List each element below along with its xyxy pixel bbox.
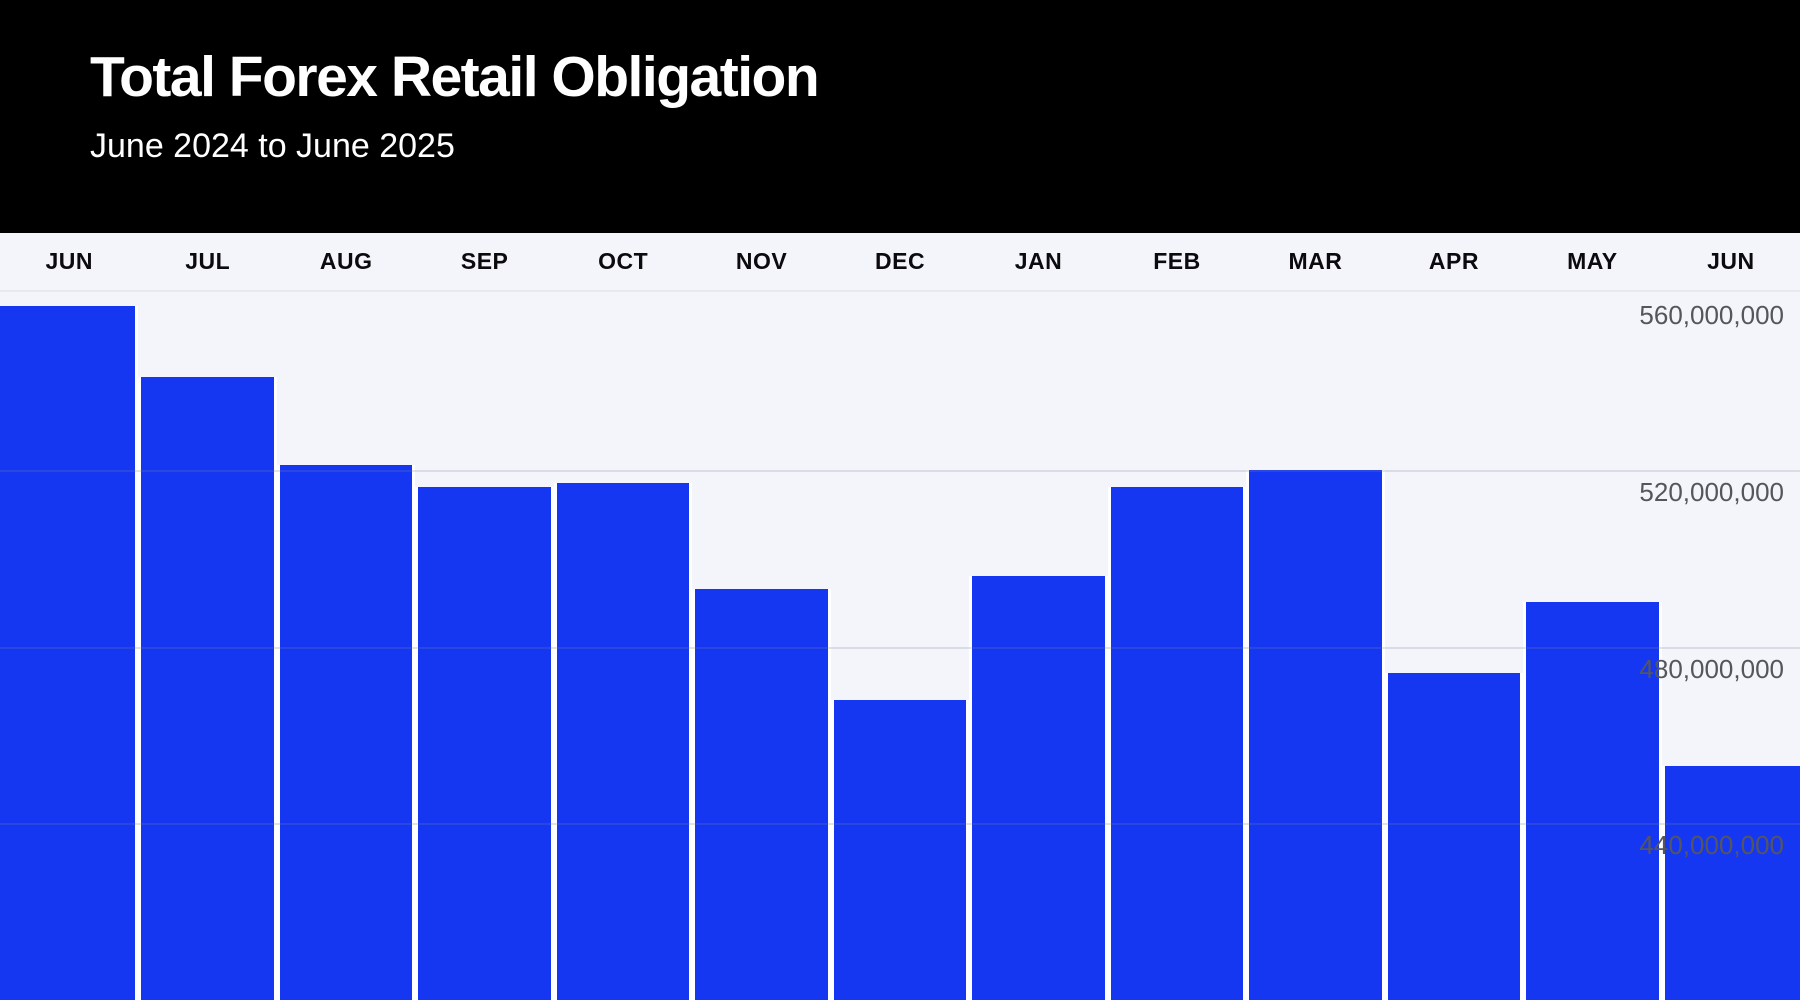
bar-6-dec: [833, 699, 967, 1000]
plot-area: 560,000,000 520,000,000 480,000,000 440,000…: [0, 293, 1800, 1000]
month-label-7-jan: JAN: [1014, 248, 1063, 274]
bar-column-4-oct: [554, 293, 692, 1000]
bar-2-aug: [279, 465, 413, 1000]
bar-7-jan: [972, 575, 1105, 1000]
chart-header: Total Forex Retail Obligation June 2024 …: [0, 0, 1800, 233]
month-label-10-apr: APR: [1428, 248, 1479, 274]
bar-column-11-may: [1523, 293, 1661, 1000]
bar-column-2-aug: [277, 293, 415, 1000]
bar-column-8-feb: [1108, 293, 1246, 1000]
month-label-6-dec: DEC: [875, 248, 926, 274]
month-label-3-sep: SEP: [460, 248, 509, 274]
month-label-2-aug: AUG: [319, 248, 373, 274]
bar-column-12-jun: [1662, 293, 1800, 1000]
bar-4-oct: [556, 483, 690, 1000]
bar-column-0-jun: [0, 293, 138, 1000]
month-label-12-jun: JUN: [1707, 248, 1755, 274]
bar-column-10-apr: [1385, 293, 1523, 1000]
bar-5-nov: [695, 589, 828, 1000]
bar-11-may: [1526, 602, 1659, 1000]
bar-3-sep: [418, 487, 551, 1000]
month-label-5-nov: NOV: [735, 248, 788, 274]
bar-10-apr: [1387, 673, 1521, 1000]
bar-1-jul: [141, 377, 274, 1000]
month-axis: JUN JUL AUG SEP OCT NOV DEC JAN FEB MAR APR MAY JUN: [0, 233, 1800, 292]
bar-9-mar: [1249, 469, 1382, 1000]
chart-subtitle: June 2024 to June 2025: [90, 126, 455, 165]
chart-title: Total Forex Retail Obligation: [90, 45, 820, 109]
month-label-4-oct: OCT: [598, 248, 649, 274]
month-label-8-feb: FEB: [1153, 248, 1201, 274]
month-label-9-mar: MAR: [1288, 248, 1343, 274]
bars-layer: [0, 293, 1800, 1000]
bar-column-7-jan: [969, 293, 1107, 1000]
bar-column-1-jul: [138, 293, 276, 1000]
bar-column-3-sep: [415, 293, 553, 1000]
month-label-0-jun: JUN: [45, 248, 93, 274]
bar-0-jun: [0, 306, 136, 1000]
bar-12-jun: [1664, 765, 1800, 1000]
bar-column-6-dec: [831, 293, 969, 1000]
bar-column-5-nov: [692, 293, 830, 1000]
bar-8-feb: [1110, 487, 1244, 1000]
month-label-1-jul: JUL: [185, 248, 231, 274]
bar-column-9-mar: [1246, 293, 1384, 1000]
month-label-11-may: MAY: [1567, 248, 1618, 274]
